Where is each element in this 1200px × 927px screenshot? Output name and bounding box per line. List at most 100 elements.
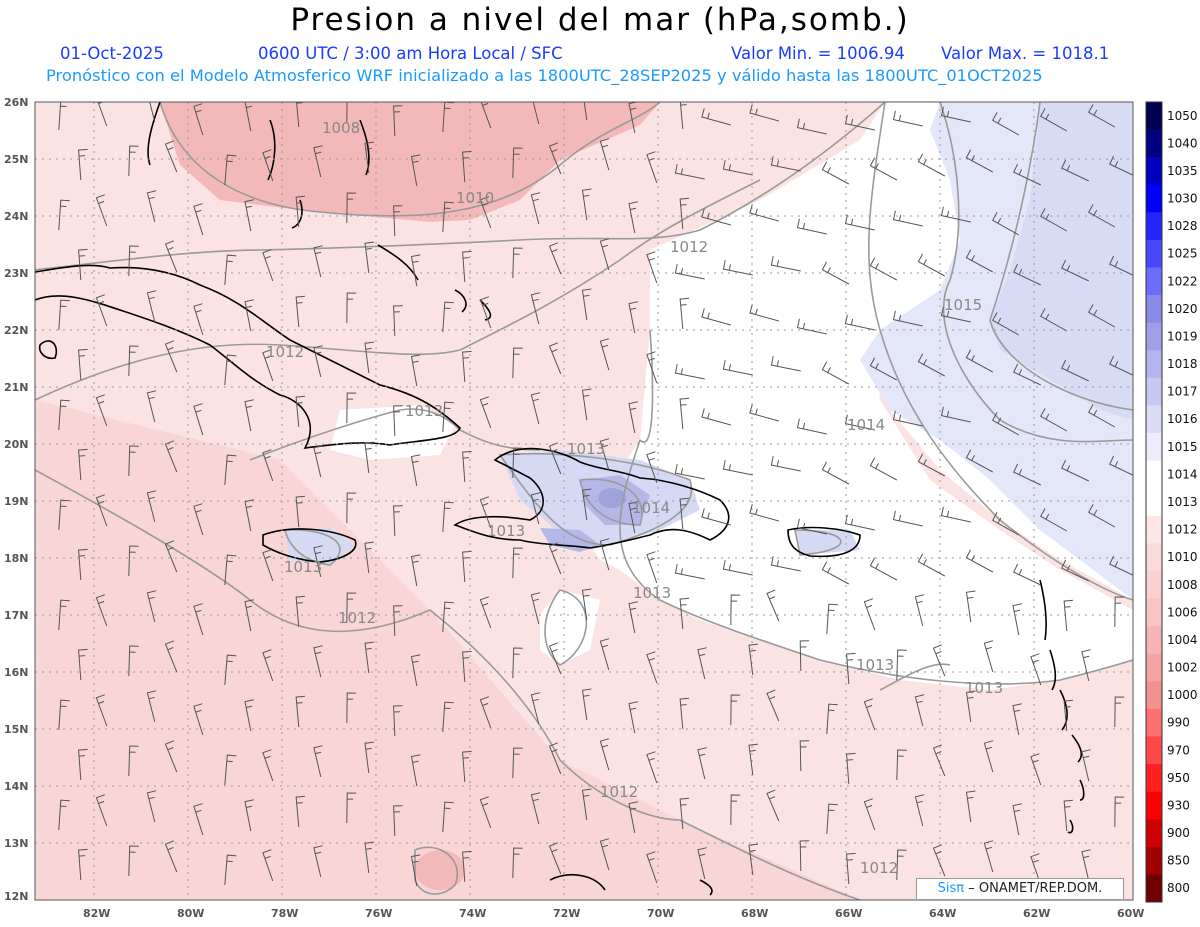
wind-barb [295, 595, 306, 628]
wind-barb [730, 694, 741, 726]
wind-barb [479, 596, 492, 629]
isobar-label: 1013 [633, 584, 671, 602]
wind-barb [581, 788, 592, 821]
colorbar-swatch [1146, 819, 1162, 848]
wind-barb [722, 560, 753, 576]
wind-barb [479, 696, 492, 729]
colorbar-label: 1008 [1167, 578, 1198, 592]
wind-barb [164, 440, 178, 473]
wind-barb [410, 354, 421, 387]
wind-barb [364, 241, 375, 274]
wind-barb [548, 842, 562, 875]
colorbar-swatch [1146, 764, 1162, 792]
colorbar-swatch [1146, 626, 1162, 655]
wind-barb [983, 740, 994, 773]
wind-barb [530, 592, 541, 625]
wind-barb [346, 102, 348, 124]
lat-tick-label: 21N [4, 381, 29, 394]
shade-white-cuba [330, 405, 455, 460]
lat-tick-label: 15N [4, 723, 29, 736]
isobar-south-bubble [414, 846, 458, 895]
wind-barb [965, 590, 976, 623]
wind-barb [965, 149, 994, 173]
colorbar-swatch [1146, 681, 1162, 710]
isobar-jamaica [284, 529, 341, 566]
wind-barb [599, 238, 610, 271]
wind-barb [1061, 159, 1090, 182]
lat-tick-label: 22N [4, 324, 29, 337]
isobar-1012-north [35, 179, 761, 401]
chart-title: Presion a nivel del mar (hPa,somb.) [290, 2, 910, 38]
wind-barb [1081, 849, 1091, 882]
colorbar-swatch [1146, 874, 1162, 903]
wind-barb [95, 494, 108, 527]
wind-barb [722, 160, 753, 176]
wind-barb [701, 208, 731, 226]
wind-barb [58, 599, 70, 631]
wind-barb [530, 292, 541, 325]
colorbar-label: 930 [1167, 798, 1190, 812]
wind-barb [262, 549, 274, 582]
wind-barb [965, 690, 976, 723]
colorbar-swatch [1146, 488, 1162, 517]
colorbar-label: 950 [1167, 771, 1190, 785]
wind-barb [1109, 255, 1133, 276]
wind-barb [58, 799, 70, 831]
wind-barb [674, 264, 705, 280]
wind-barb [796, 218, 827, 235]
isobar-label: 1014 [847, 416, 885, 434]
wind-barb [821, 561, 850, 585]
wind-barb [78, 448, 88, 481]
wind-barb [393, 805, 403, 837]
wind-barb [364, 441, 375, 474]
wind-barb [410, 854, 421, 887]
wind-barb [821, 461, 850, 485]
colorbar-swatch [1146, 515, 1162, 544]
wind-barb [95, 294, 108, 327]
colorbar-swatch [1146, 791, 1162, 820]
wind-barb [1012, 603, 1022, 636]
wind-barb [749, 104, 779, 122]
wind-barb [917, 253, 946, 277]
colorbar-label: 1013 [1167, 495, 1198, 509]
wind-barb [548, 142, 562, 175]
wind-barb [992, 312, 1020, 336]
wind-barb [697, 747, 707, 780]
wind-barb [826, 703, 838, 735]
wind-barb [364, 741, 375, 774]
date-label: 01-Oct-2025 [60, 44, 164, 63]
wind-barb [364, 341, 375, 374]
wind-barb [940, 206, 971, 223]
wind-barb [581, 188, 592, 221]
wind-barb [364, 841, 375, 874]
wind-barb [770, 456, 801, 472]
wind-barb [796, 318, 827, 335]
colorbar-label: 1050 [1167, 109, 1198, 123]
wind-barb [530, 492, 541, 525]
shade-puerto-rico [795, 530, 860, 555]
wind-barb [548, 642, 562, 675]
wind-barb [1040, 508, 1068, 532]
wind-barb [679, 297, 690, 330]
colorbar-swatch [1146, 295, 1162, 323]
colorbar-swatch [1146, 736, 1162, 765]
wind-barb [646, 251, 658, 284]
wind-barb [146, 590, 157, 623]
wind-barb [599, 138, 610, 171]
wind-barb [1109, 155, 1133, 176]
wind-barb [262, 749, 274, 782]
wind-barb [244, 299, 254, 332]
isobar-1010 [35, 102, 886, 271]
wind-barb [965, 249, 994, 273]
wind-barb [295, 495, 306, 528]
wind-barb [78, 648, 88, 681]
wind-barb [646, 151, 658, 184]
lat-tick-label: 12N [4, 890, 29, 903]
wind-barb [410, 654, 421, 687]
wind-barb [581, 388, 592, 421]
wind-barb [164, 340, 178, 373]
isobar-label: 1013 [567, 440, 605, 458]
wind-barb [146, 690, 157, 723]
colorbar-swatch [1146, 157, 1162, 186]
wind-barb [821, 161, 850, 185]
